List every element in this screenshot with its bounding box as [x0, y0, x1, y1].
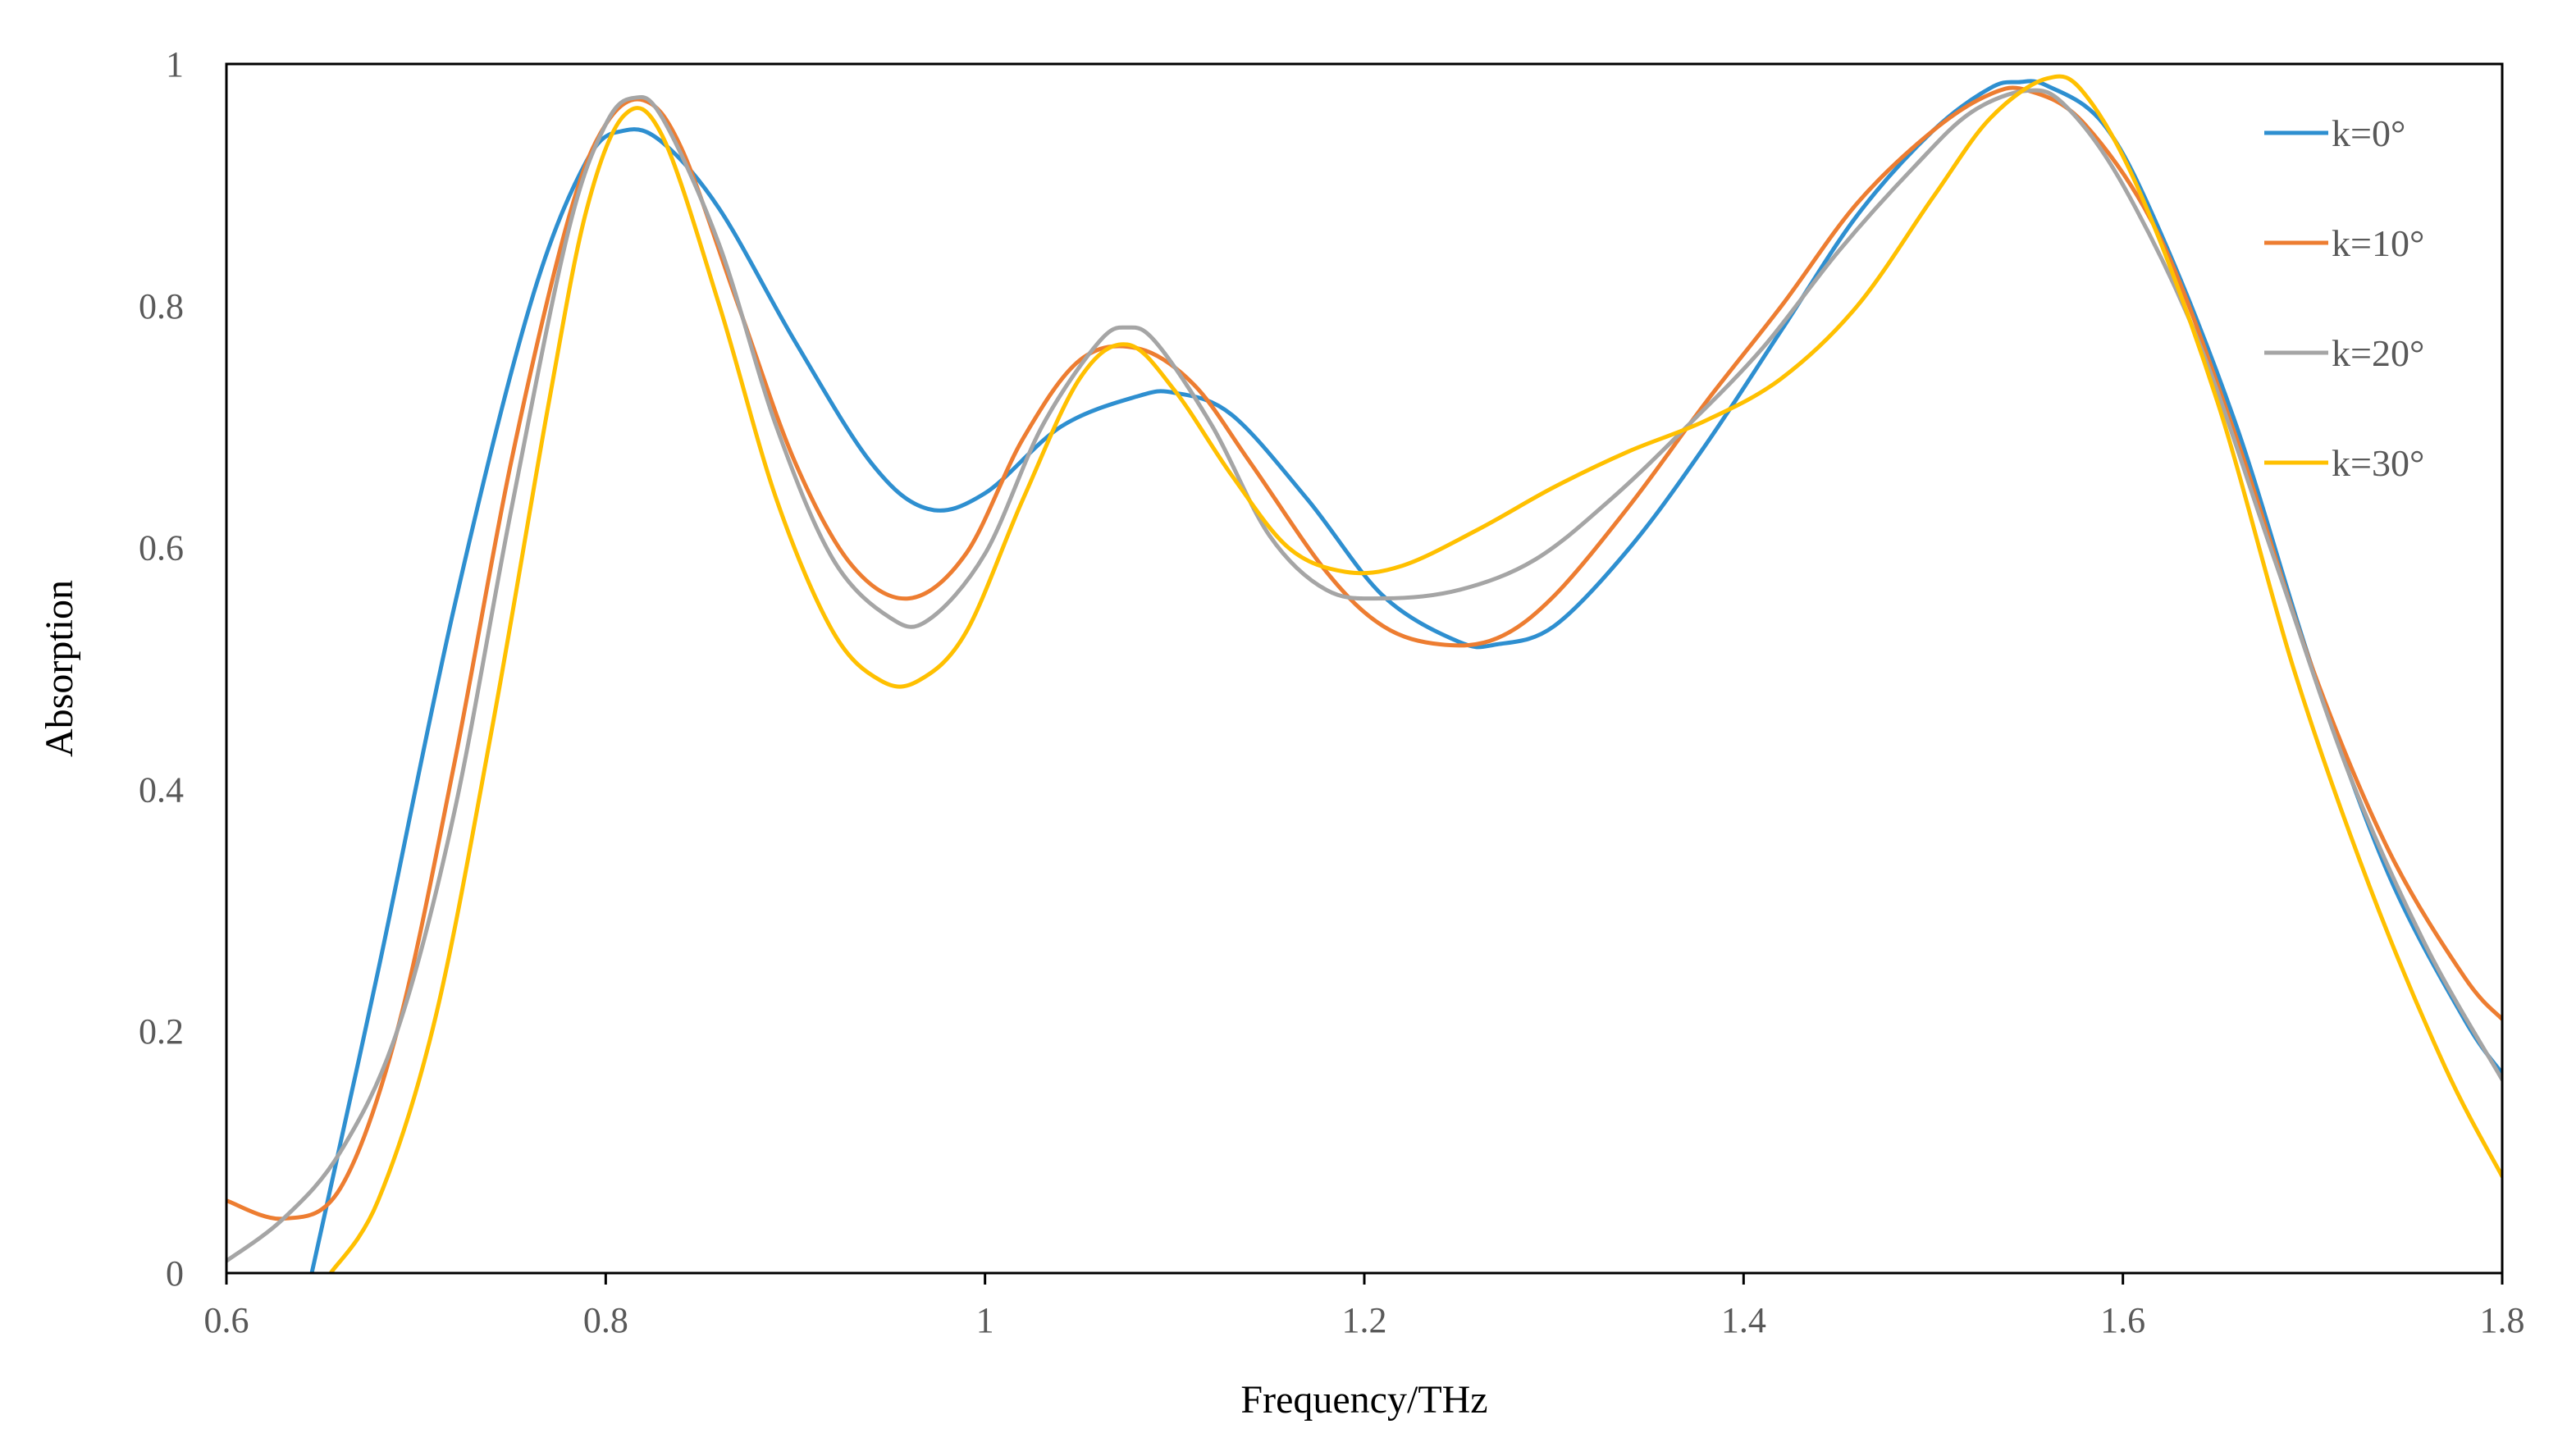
x-axis-ticks: 0.6 0.8 1 1.2 1.4 1.6 1.8	[204, 1273, 2525, 1340]
series-line-1	[226, 85, 2502, 1221]
series-line-3	[328, 74, 2502, 1273]
legend: k=0° k=10° k=20° k=30°	[2264, 112, 2424, 484]
y-tick-label: 1	[166, 44, 184, 84]
y-axis-title: Absorption	[38, 580, 81, 757]
x-tick-label: 1	[976, 1300, 994, 1340]
legend-label: k=30°	[2332, 442, 2424, 484]
y-axis-ticks: 0 0.2 0.4 0.6 0.8 1	[139, 44, 184, 1294]
x-tick-label: 0.6	[204, 1300, 249, 1340]
y-tick-label: 0.4	[139, 769, 184, 810]
legend-label: k=0°	[2332, 112, 2405, 154]
series-layer	[226, 74, 2502, 1273]
x-axis-title: Frequency/THz	[1240, 1378, 1487, 1422]
x-tick-label: 1.8	[2480, 1300, 2525, 1340]
x-tick-label: 0.8	[583, 1300, 628, 1340]
y-tick-label: 0	[166, 1253, 184, 1294]
legend-label: k=10°	[2332, 222, 2424, 264]
x-tick-label: 1.2	[1342, 1300, 1387, 1340]
y-tick-label: 0.8	[139, 286, 184, 326]
y-tick-label: 0.6	[139, 528, 184, 568]
y-tick-label: 0.2	[139, 1011, 184, 1052]
x-tick-label: 1.6	[2100, 1300, 2145, 1340]
legend-label: k=20°	[2332, 332, 2424, 374]
x-tick-label: 1.4	[1721, 1300, 1766, 1340]
series-line-2	[226, 88, 2502, 1263]
